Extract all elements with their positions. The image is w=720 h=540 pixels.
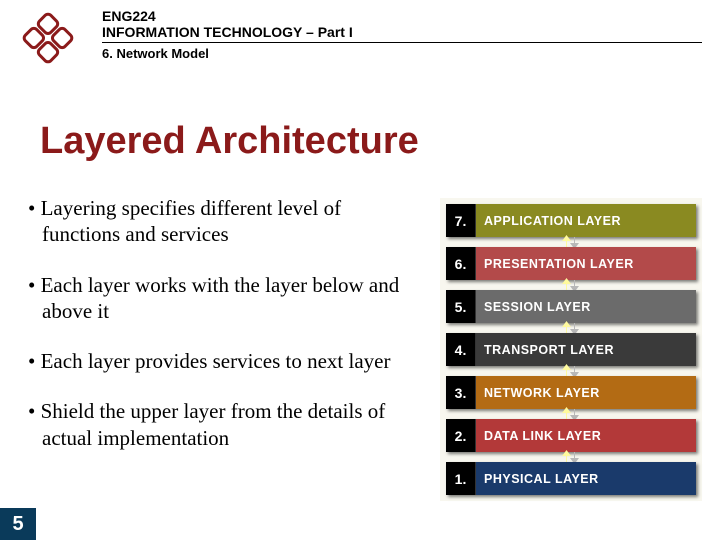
layer-number: 2.	[446, 419, 476, 452]
slide-title: Layered Architecture	[40, 120, 419, 163]
layer-row: 7.APPLICATION LAYER	[446, 204, 696, 237]
course-title: INFORMATION TECHNOLOGY – Part I	[102, 24, 702, 43]
layer-row: 4.TRANSPORT LAYER	[446, 333, 696, 366]
layer-number: 1.	[446, 462, 476, 495]
header-text-block: ENG224 INFORMATION TECHNOLOGY – Part I 6…	[102, 8, 702, 61]
layer-number: 7.	[446, 204, 476, 237]
layer-label: DATA LINK LAYER	[476, 419, 696, 452]
layer-row: 3.NETWORK LAYER	[446, 376, 696, 409]
university-logo	[18, 8, 78, 68]
course-code: ENG224	[102, 8, 702, 24]
layer-row: 5.SESSION LAYER	[446, 290, 696, 323]
osi-layers-diagram: 7.APPLICATION LAYER 6.PRESENTATION LAYER…	[440, 198, 702, 501]
layer-number: 6.	[446, 247, 476, 280]
layer-number: 4.	[446, 333, 476, 366]
layer-label: NETWORK LAYER	[476, 376, 696, 409]
layer-row: 2.DATA LINK LAYER	[446, 419, 696, 452]
layer-number: 3.	[446, 376, 476, 409]
layer-label: TRANSPORT LAYER	[476, 333, 696, 366]
bullet-item: • Each layer provides services to next l…	[28, 348, 408, 374]
layer-number: 5.	[446, 290, 476, 323]
layer-label: PRESENTATION LAYER	[476, 247, 696, 280]
slide-header: ENG224 INFORMATION TECHNOLOGY – Part I 6…	[18, 8, 702, 68]
layer-label: APPLICATION LAYER	[476, 204, 696, 237]
section-label: 6. Network Model	[102, 46, 702, 61]
layer-row: 1.PHYSICAL LAYER	[446, 462, 696, 495]
layer-label: PHYSICAL LAYER	[476, 462, 696, 495]
page-number: 5	[0, 508, 36, 540]
layer-label: SESSION LAYER	[476, 290, 696, 323]
bullet-item: • Shield the upper layer from the detail…	[28, 398, 408, 451]
bullet-item: • Layering specifies different level of …	[28, 195, 408, 248]
bullet-item: • Each layer works with the layer below …	[28, 272, 408, 325]
bullet-list: • Layering specifies different level of …	[28, 195, 408, 475]
layer-row: 6.PRESENTATION LAYER	[446, 247, 696, 280]
